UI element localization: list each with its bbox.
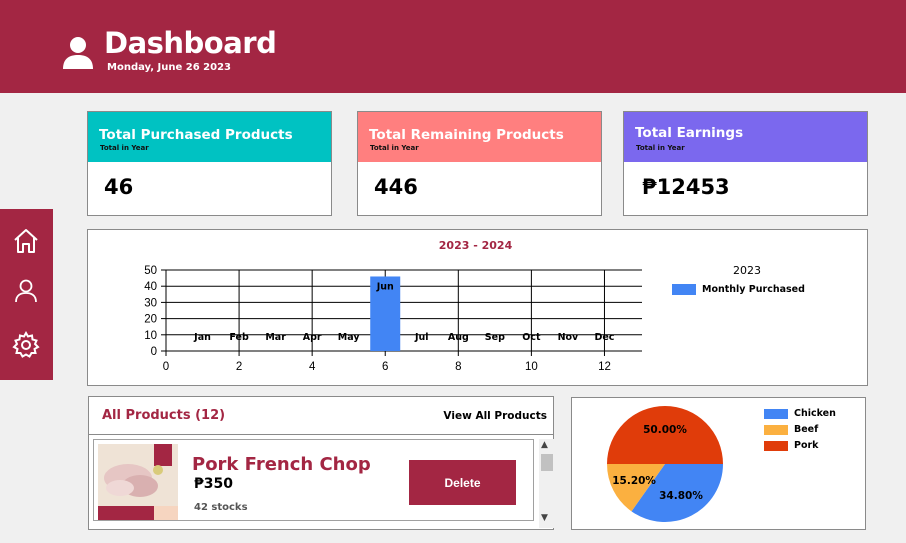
legend-swatch-monthly-purchased <box>672 284 696 295</box>
y-tick-label: 10 <box>144 330 157 342</box>
pie-slice-chicken <box>631 464 723 522</box>
legend-label: Pork <box>794 440 819 451</box>
delete-button[interactable]: Delete <box>409 460 516 505</box>
legend-label: Beef <box>794 424 819 435</box>
category-label: Apr <box>303 332 322 343</box>
category-pie-panel: 34.80% 15.20% 50.00% Chicken Beef Pork <box>571 397 866 530</box>
x-tick-label: 4 <box>309 361 316 373</box>
category-label: Jan <box>193 332 211 343</box>
card-subtitle: Total in Year <box>370 144 419 152</box>
pie-label-chicken: 34.80% <box>659 490 703 502</box>
card-value: ₱12453 <box>642 175 730 199</box>
y-tick-label: 40 <box>144 281 157 293</box>
category-label: Nov <box>558 332 579 343</box>
bar-chart: 0 10 20 30 40 50 0 2 4 6 8 10 12 Jan Feb Mar Apr May Jun Ju… <box>144 265 642 373</box>
product-price: ₱350 <box>194 476 233 492</box>
product-image <box>98 444 178 520</box>
card-value: 446 <box>374 175 418 199</box>
card-title: Total Earnings <box>635 125 744 141</box>
card-value: 46 <box>104 175 134 199</box>
legend-item-chicken: Chicken <box>764 408 836 419</box>
category-label: May <box>338 332 361 343</box>
product-name: Pork French Chop <box>192 454 371 475</box>
pie-chart: 34.80%15.20% 50.00% <box>607 406 723 522</box>
user-icon <box>63 37 93 69</box>
legend-swatch <box>764 424 788 435</box>
sidebar-item-settings[interactable] <box>10 329 42 361</box>
pie-label-pork: 50.00% <box>643 424 687 436</box>
scroll-up-icon[interactable]: ▲ <box>541 440 548 450</box>
y-tick-label: 50 <box>144 265 157 277</box>
products-scrollbar[interactable]: ▲ ▼ <box>539 439 554 528</box>
sidebar-item-profile[interactable] <box>10 275 42 307</box>
pie-label-beef: 15.20% <box>612 475 656 487</box>
sidebar-item-home[interactable] <box>10 225 42 257</box>
product-stock: 42 stocks <box>194 502 248 513</box>
category-label: Jul <box>414 332 429 343</box>
category-label: Jun <box>376 281 394 292</box>
bar-monthly-purchased <box>370 276 401 351</box>
scrollbar-thumb[interactable] <box>541 454 553 471</box>
x-tick-label: 0 <box>163 361 169 373</box>
card-title: Total Purchased Products <box>99 127 293 143</box>
category-label: Sep <box>485 332 505 343</box>
x-tick-label: 6 <box>382 361 388 373</box>
card-header <box>624 112 867 162</box>
card-total-earnings: Total Earnings Total in Year ₱12453 <box>623 111 868 216</box>
legend-swatch <box>764 408 788 419</box>
legend-item-beef: Beef <box>764 424 818 435</box>
y-tick-label: 20 <box>144 314 157 326</box>
category-label: Aug <box>448 332 469 343</box>
products-header: All Products (12) View All Products <box>89 397 553 435</box>
card-header <box>88 112 331 162</box>
legend-label-monthly-purchased: Monthly Purchased <box>702 284 805 295</box>
legend-swatch <box>764 440 788 451</box>
pie-slice-beef <box>607 464 665 512</box>
chart-title: 2023 - 2024 <box>438 239 513 252</box>
home-icon <box>14 229 38 253</box>
products-title: All Products (12) <box>102 408 226 423</box>
category-label: Oct <box>522 332 541 343</box>
card-subtitle: Total in Year <box>100 144 149 152</box>
current-date: Monday, June 26 2023 <box>107 62 232 73</box>
monthly-chart-panel: 2023 - 2024 0 10 20 30 40 50 0 2 4 6 8 10 12 Jan Feb Ma… <box>87 229 868 386</box>
category-label: Dec <box>594 332 614 343</box>
x-tick-label: 10 <box>525 361 538 373</box>
card-header <box>358 112 601 162</box>
legend-label: Chicken <box>794 408 836 419</box>
legend-item-pork: Pork <box>764 440 819 451</box>
scroll-down-icon[interactable]: ▼ <box>541 513 548 523</box>
page-title: Dashboard <box>104 26 277 60</box>
card-total-purchased: Total Purchased Products Total in Year 4… <box>87 111 332 216</box>
product-item: Pork French Chop ₱350 42 stocks Delete <box>93 439 534 521</box>
user-icon <box>15 279 37 303</box>
x-tick-label: 2 <box>236 361 242 373</box>
category-label: Mar <box>265 332 286 343</box>
y-tick-label: 30 <box>144 297 157 309</box>
pie-slice-pork <box>607 406 723 464</box>
view-all-products-link[interactable]: View All Products <box>443 410 547 422</box>
legend-title: 2023 <box>733 264 761 277</box>
x-tick-label: 12 <box>598 361 611 373</box>
card-title: Total Remaining Products <box>369 127 564 143</box>
sidebar <box>0 209 53 380</box>
y-tick-label: 0 <box>151 346 157 358</box>
gear-icon <box>12 331 40 358</box>
card-subtitle: Total in Year <box>636 144 685 152</box>
header-bar: Dashboard Monday, June 26 2023 <box>0 0 906 93</box>
products-panel: All Products (12) View All Products Pork… <box>88 396 554 530</box>
card-total-remaining: Total Remaining Products Total in Year 4… <box>357 111 602 216</box>
category-label: Feb <box>229 332 249 343</box>
x-tick-label: 8 <box>455 361 461 373</box>
